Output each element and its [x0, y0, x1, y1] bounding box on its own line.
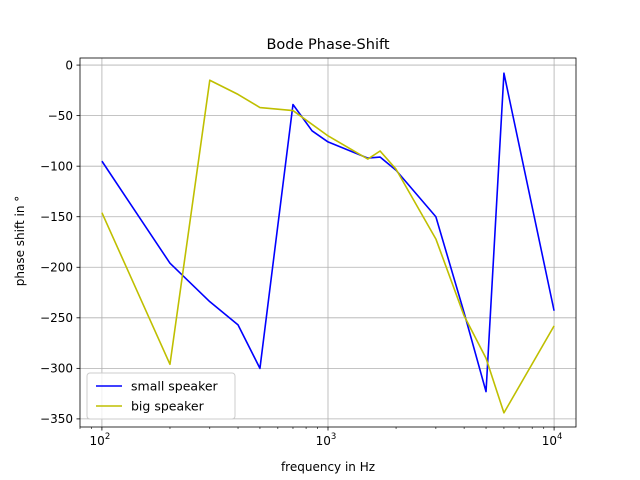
- y-tick-label: −250: [40, 311, 73, 325]
- x-tick-label: 102: [90, 432, 111, 448]
- y-tick-label: −50: [48, 109, 73, 123]
- y-tick-label: 0: [65, 58, 73, 72]
- y-tick-label: −200: [40, 261, 73, 275]
- y-axis-label: phase shift in °: [13, 196, 27, 287]
- series-line-small-speaker: [101, 72, 555, 393]
- y-tick-label: −100: [40, 159, 73, 173]
- x-tick-exponent: 4: [557, 432, 562, 442]
- series-lines: [101, 72, 555, 414]
- y-tick-label: −350: [40, 412, 73, 426]
- x-tick-exponent: 2: [105, 432, 110, 442]
- y-tick-label: −150: [40, 210, 73, 224]
- legend: small speaker big speaker: [86, 372, 236, 420]
- y-axis-ticks: 0 −50 −100 −150 −200 −250 −300 −350: [40, 58, 80, 426]
- x-tick-label: 103: [316, 432, 337, 448]
- x-tick-exponent: 3: [331, 432, 336, 442]
- x-axis-ticks: 102 103 104: [79, 427, 563, 448]
- legend-label-small-speaker: small speaker: [131, 379, 219, 394]
- legend-label-big-speaker: big speaker: [131, 399, 205, 414]
- x-tick-label: 104: [542, 432, 563, 448]
- y-tick-label: −300: [40, 362, 73, 376]
- chart-title: Bode Phase-Shift: [266, 37, 389, 53]
- legend-box: [86, 372, 236, 420]
- series-line-big-speaker: [101, 79, 555, 414]
- x-axis-label: frequency in Hz: [281, 460, 375, 474]
